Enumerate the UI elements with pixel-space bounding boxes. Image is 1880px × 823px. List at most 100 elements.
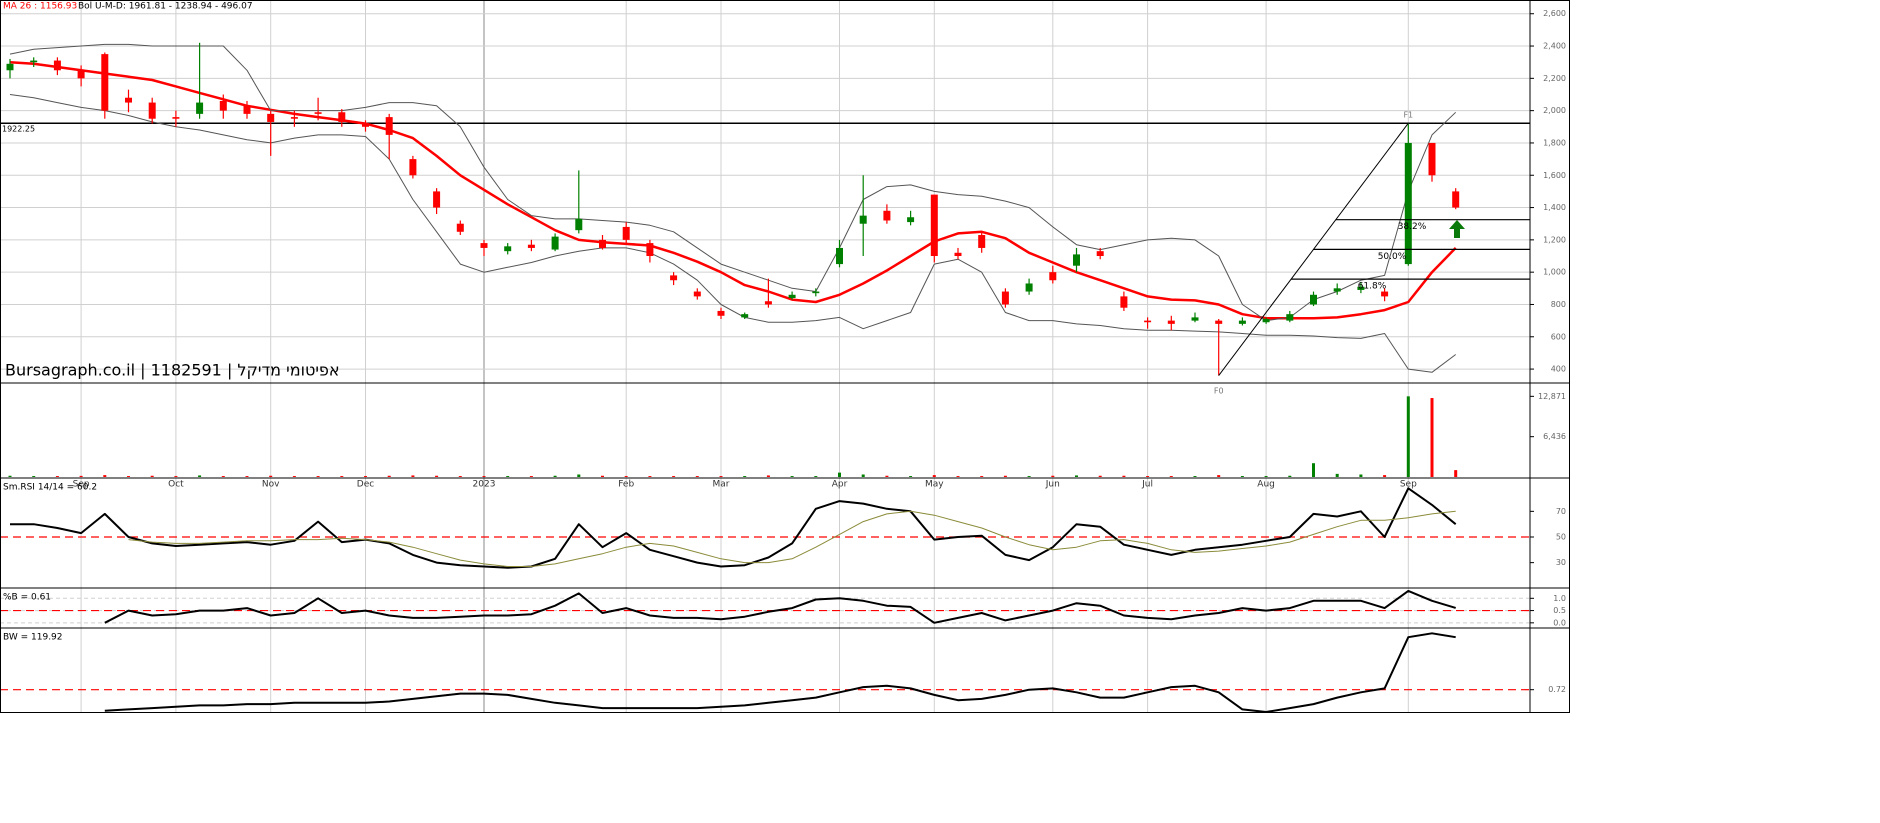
- candle-body: [1452, 191, 1460, 208]
- volume-bar: [1075, 475, 1078, 477]
- volume-bar: [672, 476, 676, 477]
- candle-body: [30, 60, 38, 63]
- indicator-line: [10, 487, 1457, 569]
- volume-bar: [1193, 476, 1197, 477]
- volume-bar: [1003, 475, 1007, 477]
- y-tick-label: 50: [1556, 532, 1566, 541]
- candle-body: [599, 239, 606, 248]
- candle-body: [859, 215, 867, 224]
- candle-body: [172, 117, 180, 119]
- volume-bar: [32, 476, 36, 477]
- frame: [0, 0, 1570, 713]
- candle-body: [314, 112, 322, 114]
- candle-body: [1049, 272, 1057, 281]
- candle-body: [409, 159, 417, 176]
- candle-body: [693, 291, 701, 297]
- volume-bar: [1335, 473, 1339, 477]
- y-tick-label: 30: [1556, 558, 1566, 567]
- panel-title: BW = 119.92: [3, 633, 63, 643]
- watermark: Bursagraph.co.il | 1182591 | אפיטומי מדי…: [5, 361, 340, 380]
- volume-bar: [269, 475, 273, 477]
- candle-body: [670, 275, 678, 281]
- candle-body: [954, 252, 962, 257]
- volume-bar: [743, 476, 747, 477]
- candle-body: [741, 314, 749, 318]
- candle-body: [1404, 142, 1412, 265]
- candle-body: [1357, 286, 1365, 290]
- x-tick-label: Aug: [1257, 480, 1275, 490]
- candle-body: [1238, 320, 1246, 324]
- candle-body: [1073, 254, 1080, 266]
- volume-bar: [838, 472, 841, 477]
- x-tick-label: May: [925, 480, 944, 490]
- x-tick-label: Dec: [357, 480, 374, 490]
- x-tick-label: Sep: [73, 480, 90, 490]
- candle-body: [883, 210, 891, 221]
- candle-body: [1333, 288, 1341, 292]
- candle-body: [148, 102, 156, 119]
- x-tick-label: Apr: [832, 480, 848, 490]
- volume-bar: [245, 476, 249, 477]
- volume-bar: [292, 476, 296, 477]
- candle-body: [243, 105, 251, 114]
- candle-body: [527, 244, 535, 248]
- candle-body: [1120, 296, 1128, 308]
- volume-bar: [150, 475, 154, 477]
- candle-body: [77, 70, 85, 79]
- volume-bar: [198, 475, 202, 477]
- candle-body: [53, 60, 61, 71]
- candle-body: [1310, 294, 1317, 305]
- candle-body: [812, 291, 820, 294]
- candle-body: [433, 191, 441, 208]
- volume-bar: [601, 475, 604, 477]
- indicator-line: [104, 589, 1456, 624]
- volume-bar: [553, 475, 557, 477]
- candle-body: [267, 113, 275, 122]
- candle-body: [551, 236, 559, 250]
- volume-bar: [1383, 475, 1387, 477]
- volume-bar: [506, 476, 510, 477]
- volume-bar: [103, 475, 107, 477]
- y-tick-label: 0.5: [1553, 606, 1566, 615]
- volume-bar: [885, 475, 889, 477]
- volume-bar: [766, 475, 770, 477]
- bollinger-label: Bol U-M-D: 1961.81 - 1238.94 - 496.07: [78, 2, 253, 12]
- volume-bar: [1430, 398, 1434, 477]
- y-tick-label: 6,436: [1543, 432, 1566, 441]
- x-tick-label: Sep: [1400, 480, 1417, 490]
- volume-bar: [1051, 475, 1055, 477]
- volume-bar: [458, 476, 462, 477]
- candle-body: [1191, 317, 1199, 321]
- candle-body: [1001, 291, 1009, 305]
- volume-bar: [790, 476, 794, 477]
- volume-bar: [364, 476, 367, 477]
- candle-body: [717, 310, 725, 316]
- mark-layer: Sep Oct Nov Dec 2023 Feb Mar Apr May Jun Jul Aug Sep…: [2, 9, 1566, 713]
- volume-bar: [8, 475, 12, 477]
- x-tick-label: Feb: [618, 480, 634, 490]
- fibonacci-level-label: 61.8%: [1358, 282, 1387, 292]
- y-tick-label: 600: [1551, 332, 1566, 341]
- candle-body: [385, 117, 393, 135]
- candle-body: [1144, 320, 1152, 323]
- y-tick-label: 2,000: [1543, 106, 1566, 115]
- indicator-line: [128, 510, 1456, 567]
- y-tick-label: 0.72: [1548, 685, 1566, 694]
- candle-body: [930, 194, 938, 257]
- candle-body: [125, 97, 132, 103]
- volume-bar: [411, 475, 415, 477]
- volume-bar: [387, 475, 391, 477]
- volume-bar: [1288, 475, 1292, 477]
- candle-body: [196, 102, 204, 114]
- candle-body: [1381, 291, 1389, 297]
- x-tick-label: Jul: [1141, 480, 1153, 490]
- volume-bar: [529, 476, 533, 477]
- x-tick-label: 2023: [473, 480, 496, 490]
- candle-body: [6, 63, 14, 71]
- candle-body: [1096, 251, 1104, 257]
- candle-body: [764, 301, 772, 305]
- volume-bar: [174, 476, 178, 477]
- volume-bar: [127, 476, 130, 477]
- volume-bar: [482, 476, 486, 477]
